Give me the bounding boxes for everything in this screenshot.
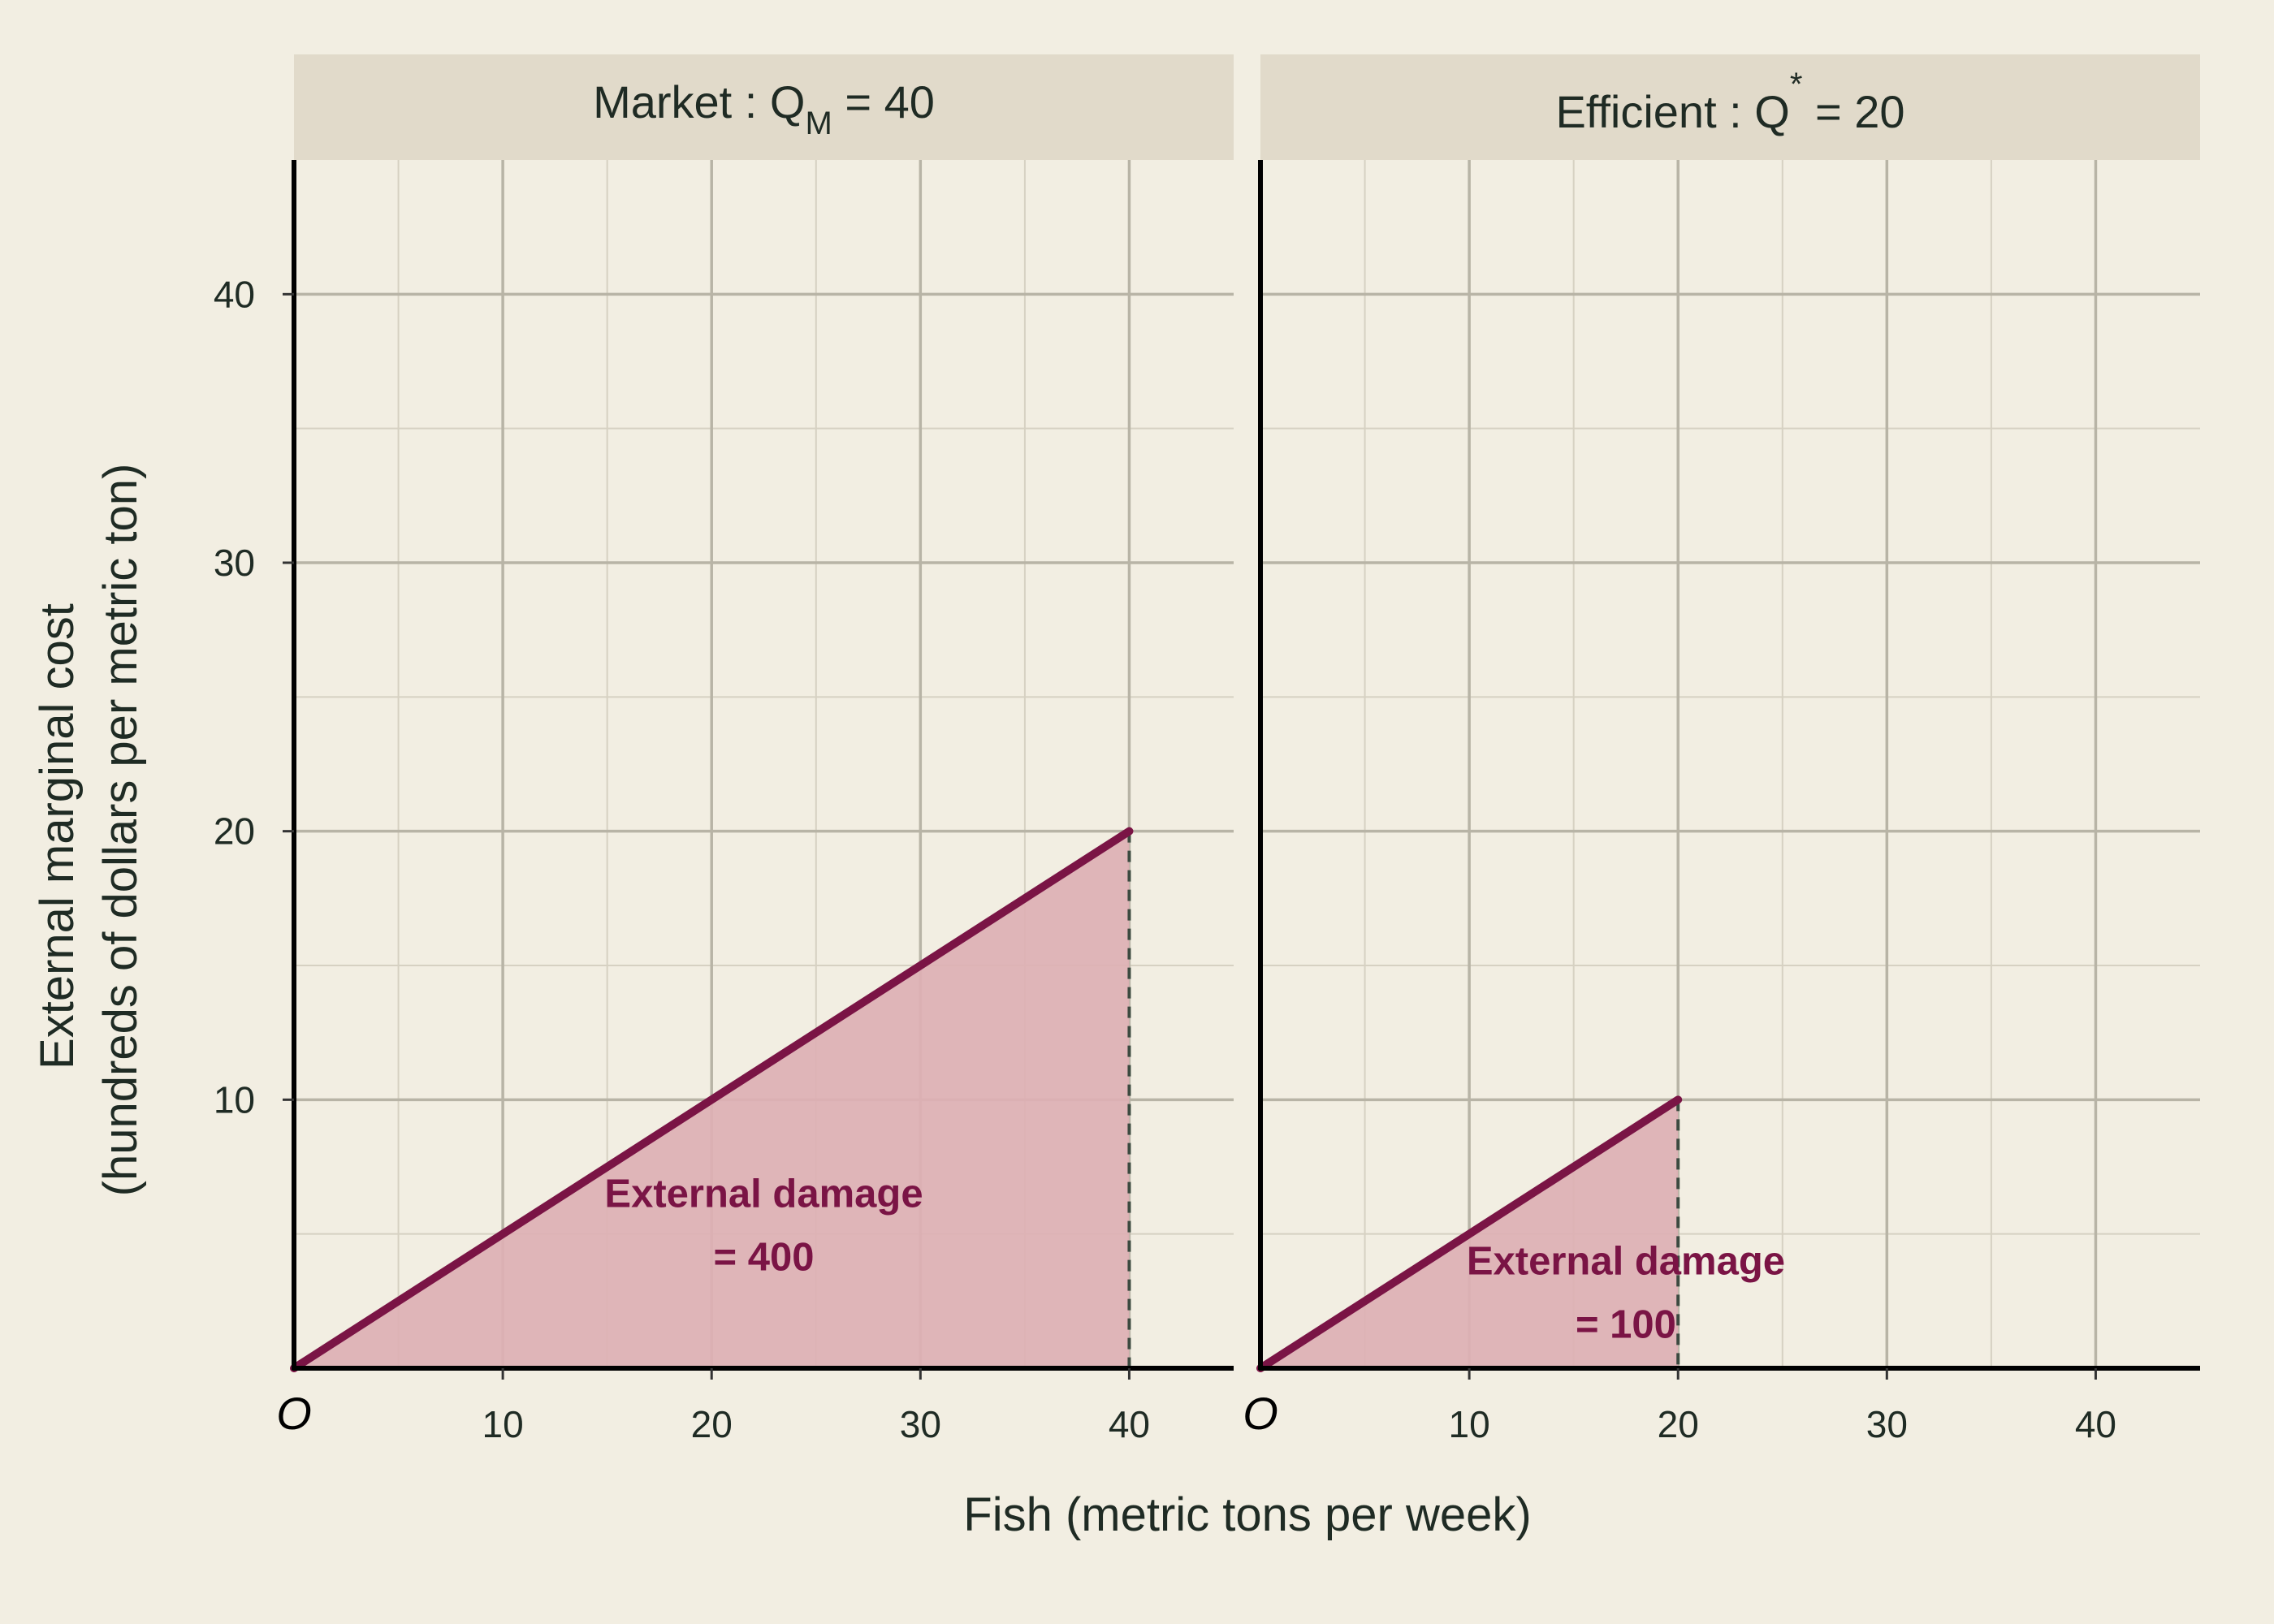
y-axis-title-line-1: External marginal cost bbox=[31, 603, 84, 1069]
panel-2: Efficient : Q* = 20 10 20 30 40 O External dam… bbox=[1243, 54, 2200, 1445]
x-tick-label: 40 bbox=[1109, 1403, 1150, 1445]
x-tick-label: 30 bbox=[900, 1403, 941, 1445]
x-tick-label: 20 bbox=[691, 1403, 733, 1445]
y-tick-label: 30 bbox=[214, 542, 255, 584]
panels-layer: Market : QM = 40 10 20 30 40 O 10 20 30 40 Externa… bbox=[214, 54, 2200, 1445]
panel-1: Market : QM = 40 10 20 30 40 O 10 20 30 40 Externa… bbox=[214, 54, 1234, 1445]
damage-annotation-line-2: = 400 bbox=[714, 1236, 815, 1280]
damage-annotation-line-1: External damage bbox=[1467, 1239, 1785, 1283]
x-axis-title: Fish (metric tons per week) bbox=[963, 1488, 1531, 1541]
panel-strip bbox=[1260, 54, 2200, 160]
x-tick-label: 10 bbox=[482, 1403, 524, 1445]
x-tick-label: 30 bbox=[1866, 1403, 1908, 1445]
y-tick-label: 10 bbox=[214, 1078, 255, 1121]
origin-label: O bbox=[276, 1388, 312, 1439]
panel-strip bbox=[294, 54, 1234, 160]
x-tick-label: 20 bbox=[1658, 1403, 1699, 1445]
damage-annotation-line-2: = 100 bbox=[1576, 1302, 1676, 1346]
strip-title-suffix: = 20 bbox=[1802, 86, 1904, 137]
y-tick-label: 20 bbox=[214, 810, 255, 853]
damage-annotation-line-1: External damage bbox=[604, 1173, 923, 1216]
origin-label: O bbox=[1243, 1388, 1278, 1439]
strip-title-superscript: * bbox=[1790, 67, 1803, 102]
strip-title-suffix: = 40 bbox=[832, 76, 935, 127]
marginal-cost-line bbox=[1256, 1095, 1683, 1372]
panel-strip-title: Efficient : Q* = 20 bbox=[1555, 67, 1904, 137]
strip-title-subscript: M bbox=[805, 106, 832, 141]
y-tick-label: 40 bbox=[214, 273, 255, 315]
y-axis-title-line-2: (hundreds of dollars per metric ton) bbox=[94, 464, 147, 1197]
marginal-cost-line bbox=[290, 827, 1134, 1372]
x-tick-label: 40 bbox=[2075, 1403, 2116, 1445]
y-axis-title: External marginal cost (hundreds of doll… bbox=[31, 464, 147, 1197]
x-tick-label: 10 bbox=[1449, 1403, 1490, 1445]
panel-strip-title: Market : QM = 40 bbox=[593, 76, 935, 141]
strip-title-prefix: Market : Q bbox=[593, 76, 805, 127]
strip-title-prefix: Efficient : Q bbox=[1555, 86, 1789, 137]
